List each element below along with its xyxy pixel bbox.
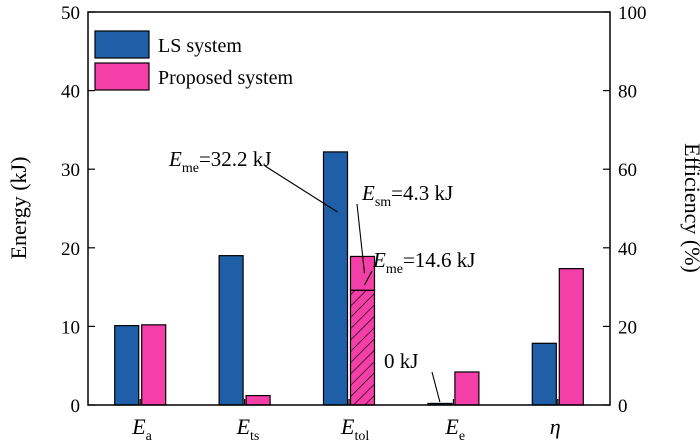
right-tick-label-3: 60 xyxy=(618,160,637,181)
left-tick-label-1: 10 xyxy=(61,317,80,338)
annotation-prop-me-value: =14.6 kJ xyxy=(403,248,476,272)
left-tick-label-4: 40 xyxy=(61,82,80,103)
leader-line-sm xyxy=(356,203,366,274)
annotation-ls-me-value: =32.2 kJ xyxy=(199,147,272,171)
left-axis-title: Energy (kJ) xyxy=(6,157,31,260)
bar-proposed-0 xyxy=(141,324,167,406)
left-tick-label-0: 0 xyxy=(71,396,81,417)
right-axis-title: Efficiency (%) xyxy=(680,143,700,273)
x-tick-main-0: E xyxy=(131,414,146,439)
annotation-ls-me-sub: me xyxy=(182,161,199,176)
annotation-sm: Esm=4.3 kJ xyxy=(361,181,453,210)
right-tick-label-1: 20 xyxy=(618,317,637,338)
right-tick-label-5: 100 xyxy=(618,3,647,24)
left-axis: 0 10 20 30 40 50 xyxy=(61,3,95,417)
annotation-sm-sub: sm xyxy=(375,195,391,210)
legend-label-ls: LS system xyxy=(158,35,242,57)
x-tick-label-2: Etol xyxy=(340,414,369,444)
x-tick-label-4: η xyxy=(550,414,561,439)
x-tick-sub-1: ts xyxy=(250,429,259,444)
right-tick-label-4: 80 xyxy=(618,82,637,103)
annotation-prop-me-main: E xyxy=(372,248,386,272)
bar-ls-4 xyxy=(531,342,557,406)
legend-swatch-ls xyxy=(94,30,150,59)
x-tick-main-1: E xyxy=(236,414,251,439)
bars-layer xyxy=(114,151,584,406)
leader-line-ls-me xyxy=(264,165,338,213)
legend-label-proposed: Proposed system xyxy=(158,67,293,89)
x-tick-sub-2: tol xyxy=(354,429,369,444)
leader-line-prop-me xyxy=(364,270,373,286)
annotation-prop-me-sub: me xyxy=(386,262,403,277)
annotation-sm-main: E xyxy=(361,181,375,205)
bar-proposed-1 xyxy=(245,394,271,406)
x-tick-label-1: Ets xyxy=(236,414,260,444)
bar-proposed-4 xyxy=(558,268,584,406)
right-tick-label-0: 0 xyxy=(618,396,628,417)
bar-ls-1 xyxy=(218,255,244,406)
annotation-ls-me-main: E xyxy=(168,147,182,171)
leader-line-zero xyxy=(431,371,441,403)
x-tick-main-3: E xyxy=(444,414,459,439)
left-tick-label-5: 50 xyxy=(61,3,80,24)
right-axis: 0 20 40 60 80 100 xyxy=(603,3,647,417)
annotation-prop-me: Eme=14.6 kJ xyxy=(372,248,475,277)
left-tick-label-3: 30 xyxy=(61,160,80,181)
annotation-zero-value: 0 kJ xyxy=(384,349,418,373)
annotation-ls-me: Eme=32.2 kJ xyxy=(168,147,271,176)
legend-swatch-proposed xyxy=(94,62,150,91)
x-tick-sub-0: a xyxy=(146,429,153,444)
legend: LS system Proposed system xyxy=(94,30,293,91)
bar-segment-me xyxy=(349,289,376,406)
x-tick-sub-3: e xyxy=(459,429,465,444)
left-tick-label-2: 20 xyxy=(61,239,80,260)
x-tick-main-4: η xyxy=(550,414,561,439)
bar-proposed-3 xyxy=(454,371,480,406)
annotation-sm-value: =4.3 kJ xyxy=(391,181,453,205)
bar-ls-0 xyxy=(114,325,140,406)
right-tick-label-2: 40 xyxy=(618,239,637,260)
x-tick-label-0: Ea xyxy=(131,414,152,444)
x-tick-main-2: E xyxy=(340,414,355,439)
x-tick-label-3: Ee xyxy=(444,414,465,444)
bar-ls-2 xyxy=(322,151,349,406)
annotation-zero: 0 kJ xyxy=(384,349,418,373)
x-axis: Ea Ets Etol Ee η xyxy=(131,399,561,444)
